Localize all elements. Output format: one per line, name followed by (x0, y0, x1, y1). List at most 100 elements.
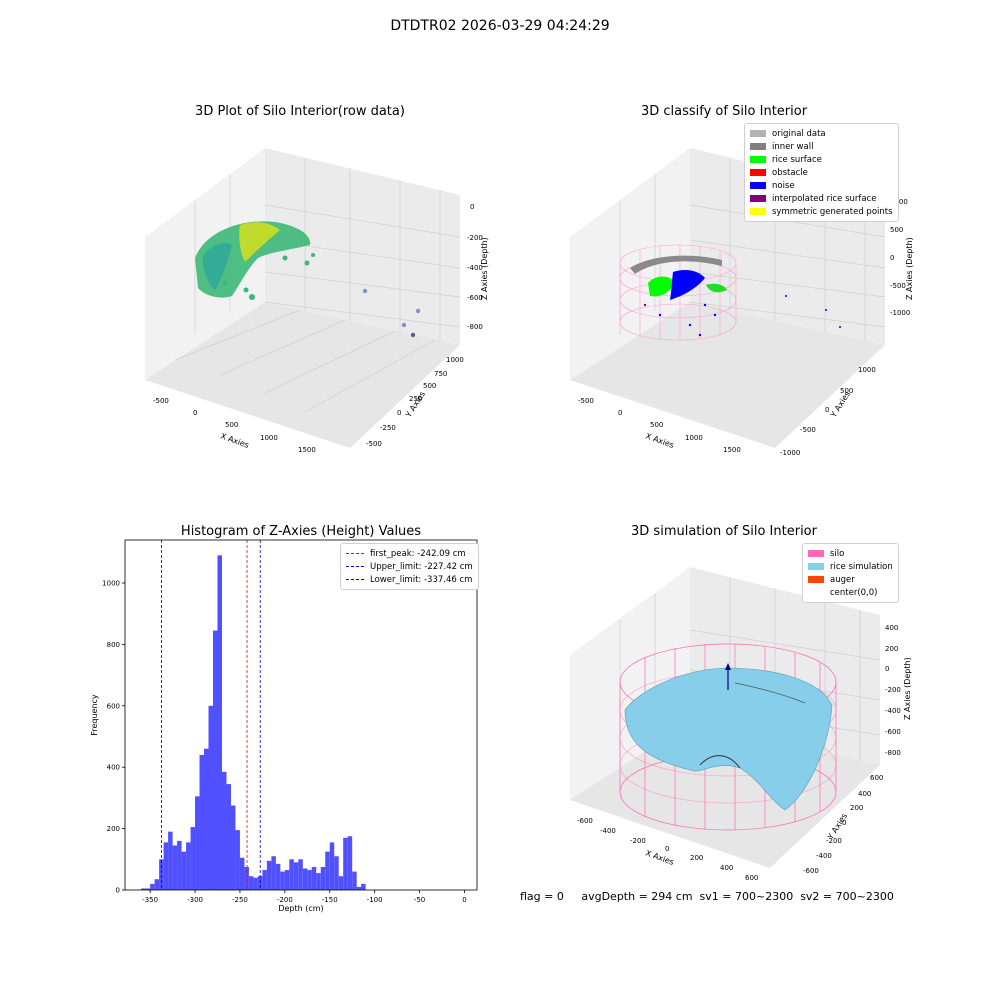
histogram-bar (190, 827, 196, 890)
histogram-bar (208, 705, 213, 890)
svg-text:-500: -500 (890, 282, 906, 290)
histogram-bar (266, 860, 272, 890)
histogram-legend: first_peak: -242.09 cm Upper_limit: -227… (340, 543, 479, 590)
svg-text:600: 600 (745, 874, 758, 882)
histogram-bar (352, 871, 357, 890)
legend-item: obstacle (772, 167, 808, 178)
svg-text:-600: -600 (885, 728, 901, 736)
classify-plot-title: 3D classify of Silo Interior (640, 104, 808, 119)
raw-ytick: 1000 (446, 356, 464, 364)
histogram-xtick-label: -250 (232, 896, 248, 904)
histogram-bar (334, 856, 339, 890)
status-footer: flag = 0 avgDepth = 294 cm sv1 = 700~230… (520, 890, 894, 903)
legend-item: silo (830, 548, 845, 559)
svg-text:Z Axies (Depth): Z Axies (Depth) (905, 237, 914, 300)
svg-text:-1000: -1000 (890, 309, 910, 317)
raw-ztick: -600 (467, 294, 483, 302)
histogram-bar (280, 871, 285, 890)
histogram-ytick-label: 1000 (102, 579, 120, 587)
legend-item: rice simulation (830, 561, 893, 572)
svg-text:0: 0 (890, 254, 894, 262)
raw-ytick: 750 (434, 370, 447, 378)
histogram-bar (244, 866, 249, 890)
legend-item: center(0,0) (830, 587, 878, 598)
histogram-xlabel: Depth (cm) (278, 904, 323, 913)
histogram-bar (347, 836, 353, 890)
figure-title: DTDTR02 2026-03-29 04:24:29 (390, 18, 610, 34)
histogram-bar (186, 842, 191, 890)
svg-text:200: 200 (690, 854, 703, 862)
histogram-bar (145, 888, 151, 890)
legend-item: rice surface (772, 154, 822, 165)
histogram-bar (141, 888, 146, 890)
simulation-legend: silo rice simulation auger center(0,0) (802, 543, 899, 603)
histogram-xtick-label: -50 (414, 896, 425, 904)
raw-xtick: 500 (225, 421, 238, 429)
raw-xtick: 1500 (298, 446, 316, 454)
svg-text:600: 600 (870, 774, 883, 782)
histogram-bar (168, 831, 173, 890)
legend-item: original data (772, 128, 826, 139)
svg-text:-600: -600 (577, 817, 593, 825)
legend-item: inner wall (772, 141, 814, 152)
histogram-bar (361, 883, 366, 890)
histogram-bar (298, 859, 303, 890)
histogram-xtick-label: -300 (187, 896, 203, 904)
legend-item: noise (772, 180, 795, 191)
histogram-ylabel: Frequency (90, 694, 99, 736)
legend-item: interpolated rice surface (772, 193, 877, 204)
svg-text:400: 400 (885, 624, 898, 632)
svg-text:1000: 1000 (858, 366, 876, 374)
histogram-bar (181, 851, 187, 890)
histogram-bar (159, 859, 164, 890)
histogram-bar (195, 796, 200, 890)
histogram-bar (235, 830, 240, 890)
svg-text:-600: -600 (803, 867, 819, 875)
svg-text:500: 500 (840, 387, 853, 395)
histogram-bar (239, 857, 245, 890)
histogram-ytick-label: 200 (107, 825, 120, 833)
svg-text:400: 400 (858, 790, 871, 798)
raw-zlabel: Z Axies (Depth) (480, 237, 489, 300)
histogram-xtick-label: -350 (142, 896, 158, 904)
histogram-xtick-label: 0 (462, 896, 466, 904)
raw-ticks: -500 0 500 1000 1500 -500 -250 0 250 500… (153, 203, 483, 454)
raw-point-cloud (195, 221, 421, 338)
legend-item: auger (830, 574, 855, 585)
histogram-xtick-label: -150 (322, 896, 338, 904)
simulation-plot-title: 3D simulation of Silo Interior (631, 524, 817, 539)
raw-ztick: 0 (470, 203, 474, 211)
svg-text:-800: -800 (885, 749, 901, 757)
classify-points (630, 255, 841, 337)
histogram-bar (329, 842, 335, 890)
svg-text:-500: -500 (578, 397, 594, 405)
histogram-bar (217, 555, 222, 890)
histogram-bar (293, 862, 299, 890)
histogram-bar (172, 845, 178, 890)
histogram-bar (356, 886, 362, 890)
histogram-bar (311, 866, 317, 890)
legend-item: Lower_limit: -337.46 cm (370, 574, 473, 585)
histogram-bar (289, 859, 294, 890)
histogram-bar (213, 630, 218, 890)
raw-ztick: -800 (467, 323, 483, 331)
svg-text:0: 0 (842, 819, 846, 827)
svg-text:Z Axies (Depth): Z Axies (Depth) (903, 657, 912, 720)
svg-text:0: 0 (618, 409, 622, 417)
histogram-title: Histogram of Z-Axies (Height) Values (180, 524, 422, 539)
svg-text:-400: -400 (600, 827, 616, 835)
raw-xtick: 1000 (260, 434, 278, 442)
simulation-rice-surface (624, 667, 833, 811)
svg-text:-400: -400 (816, 852, 832, 860)
svg-text:-400: -400 (885, 707, 901, 715)
histogram-bar (325, 851, 330, 890)
histogram-bar (338, 876, 344, 890)
histogram-bar (199, 754, 205, 890)
raw-xtick: -500 (153, 397, 169, 405)
histogram-ytick-label: 600 (107, 702, 120, 710)
histogram-bar (177, 840, 182, 890)
svg-text:500: 500 (890, 226, 903, 234)
